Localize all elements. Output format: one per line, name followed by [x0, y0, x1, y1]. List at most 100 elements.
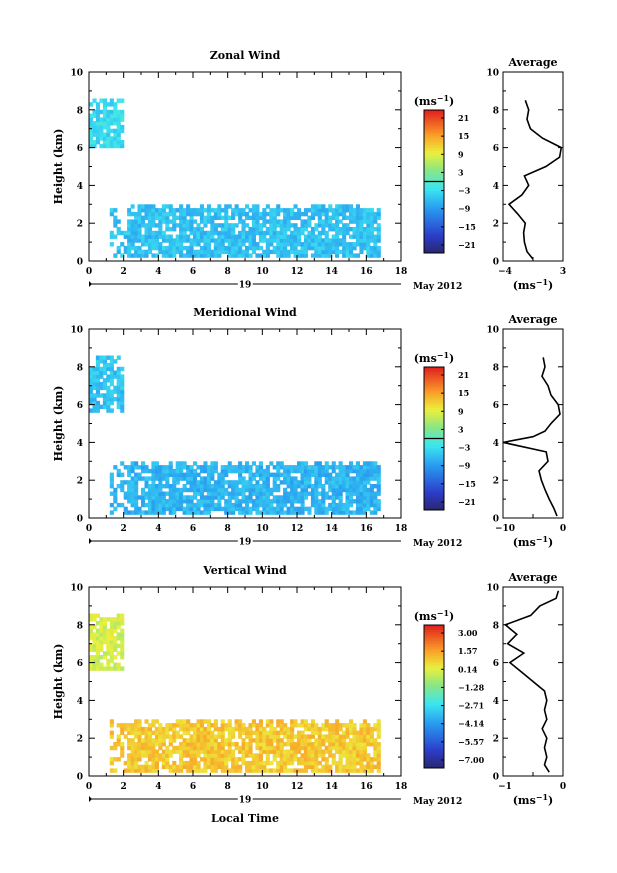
heatmap-cell [293, 495, 298, 500]
heatmap-cell [109, 102, 114, 107]
heatmap-cell [109, 472, 114, 477]
heatmap-cell [231, 764, 236, 770]
heatmap-cell [99, 393, 104, 398]
heatmap-cell [165, 491, 170, 496]
heatmap-cell [345, 230, 350, 236]
heatmap-cell [113, 655, 118, 660]
heatmap-cell [338, 242, 343, 247]
heatmap-cell [147, 219, 152, 224]
heatmap-cell [134, 484, 139, 489]
heatmap-cell [238, 726, 243, 732]
heatmap-cell [262, 749, 267, 754]
heatmap-cell [303, 491, 308, 496]
heatmap-cell [227, 461, 232, 466]
heatmap-cell [199, 730, 204, 735]
heatmap-cell [376, 249, 381, 255]
heatmap-cell [238, 768, 243, 773]
heatmap-cell [130, 495, 135, 500]
heatmap-cell [182, 253, 187, 258]
heatmap-cell [203, 484, 208, 489]
heatmap-cell [290, 502, 295, 508]
heatmap-cell [349, 208, 354, 213]
heatmap-cell [269, 730, 274, 735]
colorbar-segment [424, 133, 444, 137]
heatmap-cell [130, 726, 135, 732]
heatmap-cell [186, 487, 191, 493]
heatmap-cell [147, 230, 152, 236]
heatmap-cell [137, 249, 142, 255]
heatmap-cell [276, 484, 281, 489]
heatmap-cell [141, 465, 146, 470]
heatmap-cell [137, 465, 142, 470]
heatmap-cell [213, 484, 218, 489]
heatmap-cell [303, 723, 308, 728]
heatmap-cell [154, 734, 159, 739]
heatmap-cell [352, 253, 357, 258]
colorbar-tick-label: 9 [458, 149, 464, 159]
average-y-tick-label: 4 [493, 439, 499, 449]
heatmap-cell [376, 734, 381, 739]
heatmap-cell [158, 484, 163, 489]
heatmap-cell [331, 745, 336, 751]
heatmap-cell [179, 215, 184, 220]
heatmap-cell [300, 738, 305, 743]
heatmap-cell [95, 132, 100, 137]
heatmap-cell [130, 742, 135, 747]
heatmap-cell [345, 223, 350, 228]
heatmap-cell [366, 219, 371, 224]
heatmap-cell [248, 760, 253, 766]
heatmap-cell [307, 238, 312, 243]
heatmap-cell [123, 491, 128, 496]
heatmap-cell [290, 465, 295, 470]
heatmap-cell [376, 245, 381, 251]
heatmap-cell [310, 230, 315, 236]
heatmap-cell [141, 742, 146, 747]
heatmap-cell [269, 461, 274, 466]
heatmap-cell [265, 249, 270, 255]
heatmap-cell [321, 726, 326, 732]
heatmap-cell [137, 208, 142, 213]
heatmap-cell [130, 764, 135, 770]
average-y-tick-label: 4 [493, 182, 499, 192]
heatmap-cell [314, 499, 319, 504]
colorbar-segment [424, 686, 444, 690]
heatmap-cell [255, 495, 260, 500]
heatmap-cell [199, 480, 204, 485]
heatmap-cell [199, 495, 204, 500]
heatmap-cell [286, 219, 291, 224]
heatmap-cell [310, 468, 315, 474]
heatmap-cell [276, 461, 281, 466]
colorbar-segment [424, 636, 444, 640]
colorbar-segment [424, 381, 444, 385]
heatmap-cell [109, 355, 114, 360]
heatmap-cell [366, 764, 371, 770]
heatmap-cell [210, 234, 215, 239]
heatmap-cell [227, 723, 232, 728]
heatmap-cell [276, 742, 281, 747]
heatmap-cell [349, 745, 354, 751]
heatmap-cell [303, 480, 308, 485]
heatmap-cell [199, 749, 204, 754]
heatmap-cell [321, 465, 326, 470]
heatmap-cell [272, 726, 277, 732]
heatmap-cell [279, 499, 284, 504]
heatmap-cell [106, 143, 111, 149]
heatmap-cell [310, 745, 315, 751]
average-frame [502, 71, 564, 262]
heatmap-cell [310, 495, 315, 500]
heatmap-cell [276, 468, 281, 474]
heatmap-cell [359, 480, 364, 485]
colorbar-tick-label: 21 [458, 370, 469, 380]
heatmap-cell [106, 639, 111, 645]
heatmap-cell [248, 749, 253, 754]
heatmap-cell [189, 472, 194, 477]
heatmap-cell [134, 223, 139, 228]
heatmap-cell [231, 506, 236, 512]
heatmap-cell [248, 742, 253, 747]
heatmap-cell [224, 465, 229, 470]
heatmap-cell [366, 506, 371, 512]
heatmap-cell [137, 723, 142, 728]
heatmap-cell [283, 253, 288, 258]
heatmap-cell [189, 476, 194, 481]
heatmap-cell [307, 223, 312, 228]
